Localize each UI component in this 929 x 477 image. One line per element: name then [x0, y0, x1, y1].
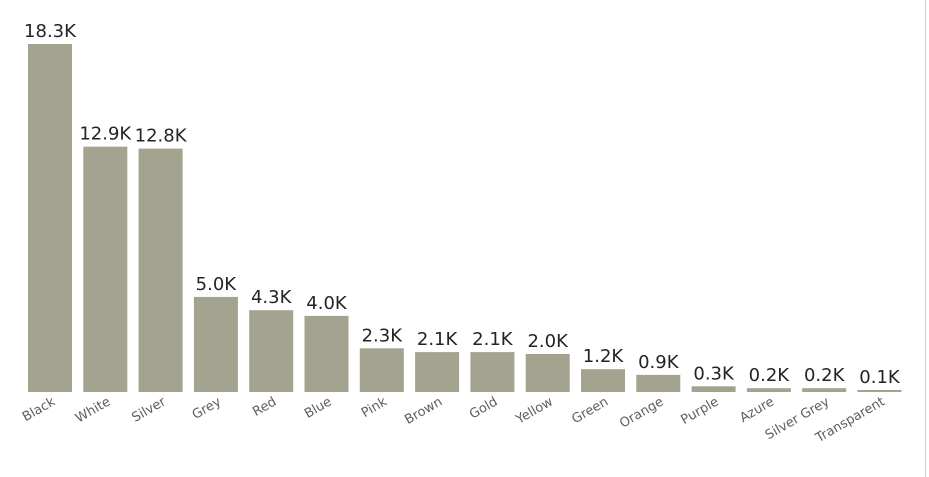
- category-label-blue: Blue: [302, 394, 334, 421]
- category-labels-group: Black White Silver Grey Red Blue Pink Brown Gold…: [20, 394, 887, 446]
- value-label-green: 1.2K: [583, 346, 625, 367]
- category-label-grey: Grey: [190, 394, 224, 423]
- bar-blue[interactable]: [304, 315, 349, 392]
- value-label-grey: 5.0K: [196, 274, 238, 295]
- value-label-purple: 0.3K: [693, 363, 735, 384]
- value-label-yellow: 2.0K: [527, 331, 569, 352]
- panel-edge-divider: [925, 0, 926, 477]
- bar-purple[interactable]: [691, 386, 736, 392]
- value-label-blue: 4.0K: [306, 293, 348, 314]
- category-label-yellow: Yellow: [513, 394, 556, 428]
- value-label-brown: 2.1K: [417, 329, 459, 350]
- bar-green[interactable]: [581, 369, 625, 392]
- category-label-purple: Purple: [679, 394, 722, 428]
- bar-gold[interactable]: [470, 352, 515, 392]
- category-label-brown: Brown: [402, 394, 445, 427]
- bars-group: [28, 44, 902, 392]
- bar-transparent[interactable]: [857, 390, 902, 392]
- value-labels-group: 18.3K 12.9K 12.8K 5.0K 4.3K 4.0K 2.3K 2.1K 2.1K 2…: [24, 21, 901, 388]
- category-label-black: Black: [20, 394, 58, 425]
- bar-silver-grey[interactable]: [802, 388, 847, 392]
- category-label-orange: Orange: [617, 394, 666, 431]
- bar-grey[interactable]: [193, 296, 238, 392]
- bar-pink[interactable]: [359, 348, 404, 392]
- category-label-gold: Gold: [467, 394, 500, 422]
- bar-orange[interactable]: [636, 374, 681, 392]
- category-label-azure: Azure: [737, 394, 777, 425]
- value-label-white: 12.9K: [79, 124, 132, 145]
- category-label-silver: Silver: [129, 394, 169, 426]
- value-label-pink: 2.3K: [362, 325, 404, 346]
- category-label-pink: Pink: [359, 394, 390, 421]
- value-label-transparent: 0.1K: [859, 367, 901, 388]
- bar-black[interactable]: [28, 44, 72, 392]
- value-label-silver-grey: 0.2K: [804, 365, 846, 386]
- category-label-white: White: [73, 394, 113, 426]
- value-label-red: 4.3K: [251, 287, 293, 308]
- bar-silver[interactable]: [138, 148, 183, 392]
- value-label-gold: 2.1K: [472, 329, 514, 350]
- category-label-green: Green: [569, 394, 611, 427]
- value-label-silver: 12.8K: [135, 126, 188, 147]
- value-label-orange: 0.9K: [638, 352, 680, 373]
- bar-white[interactable]: [83, 146, 128, 392]
- bar-red[interactable]: [249, 310, 294, 392]
- bar-azure[interactable]: [746, 388, 791, 392]
- bar-brown[interactable]: [415, 352, 460, 392]
- value-label-azure: 0.2K: [749, 365, 791, 386]
- bar-yellow[interactable]: [525, 354, 570, 392]
- category-label-red: Red: [250, 394, 279, 419]
- value-label-black: 18.3K: [24, 21, 77, 42]
